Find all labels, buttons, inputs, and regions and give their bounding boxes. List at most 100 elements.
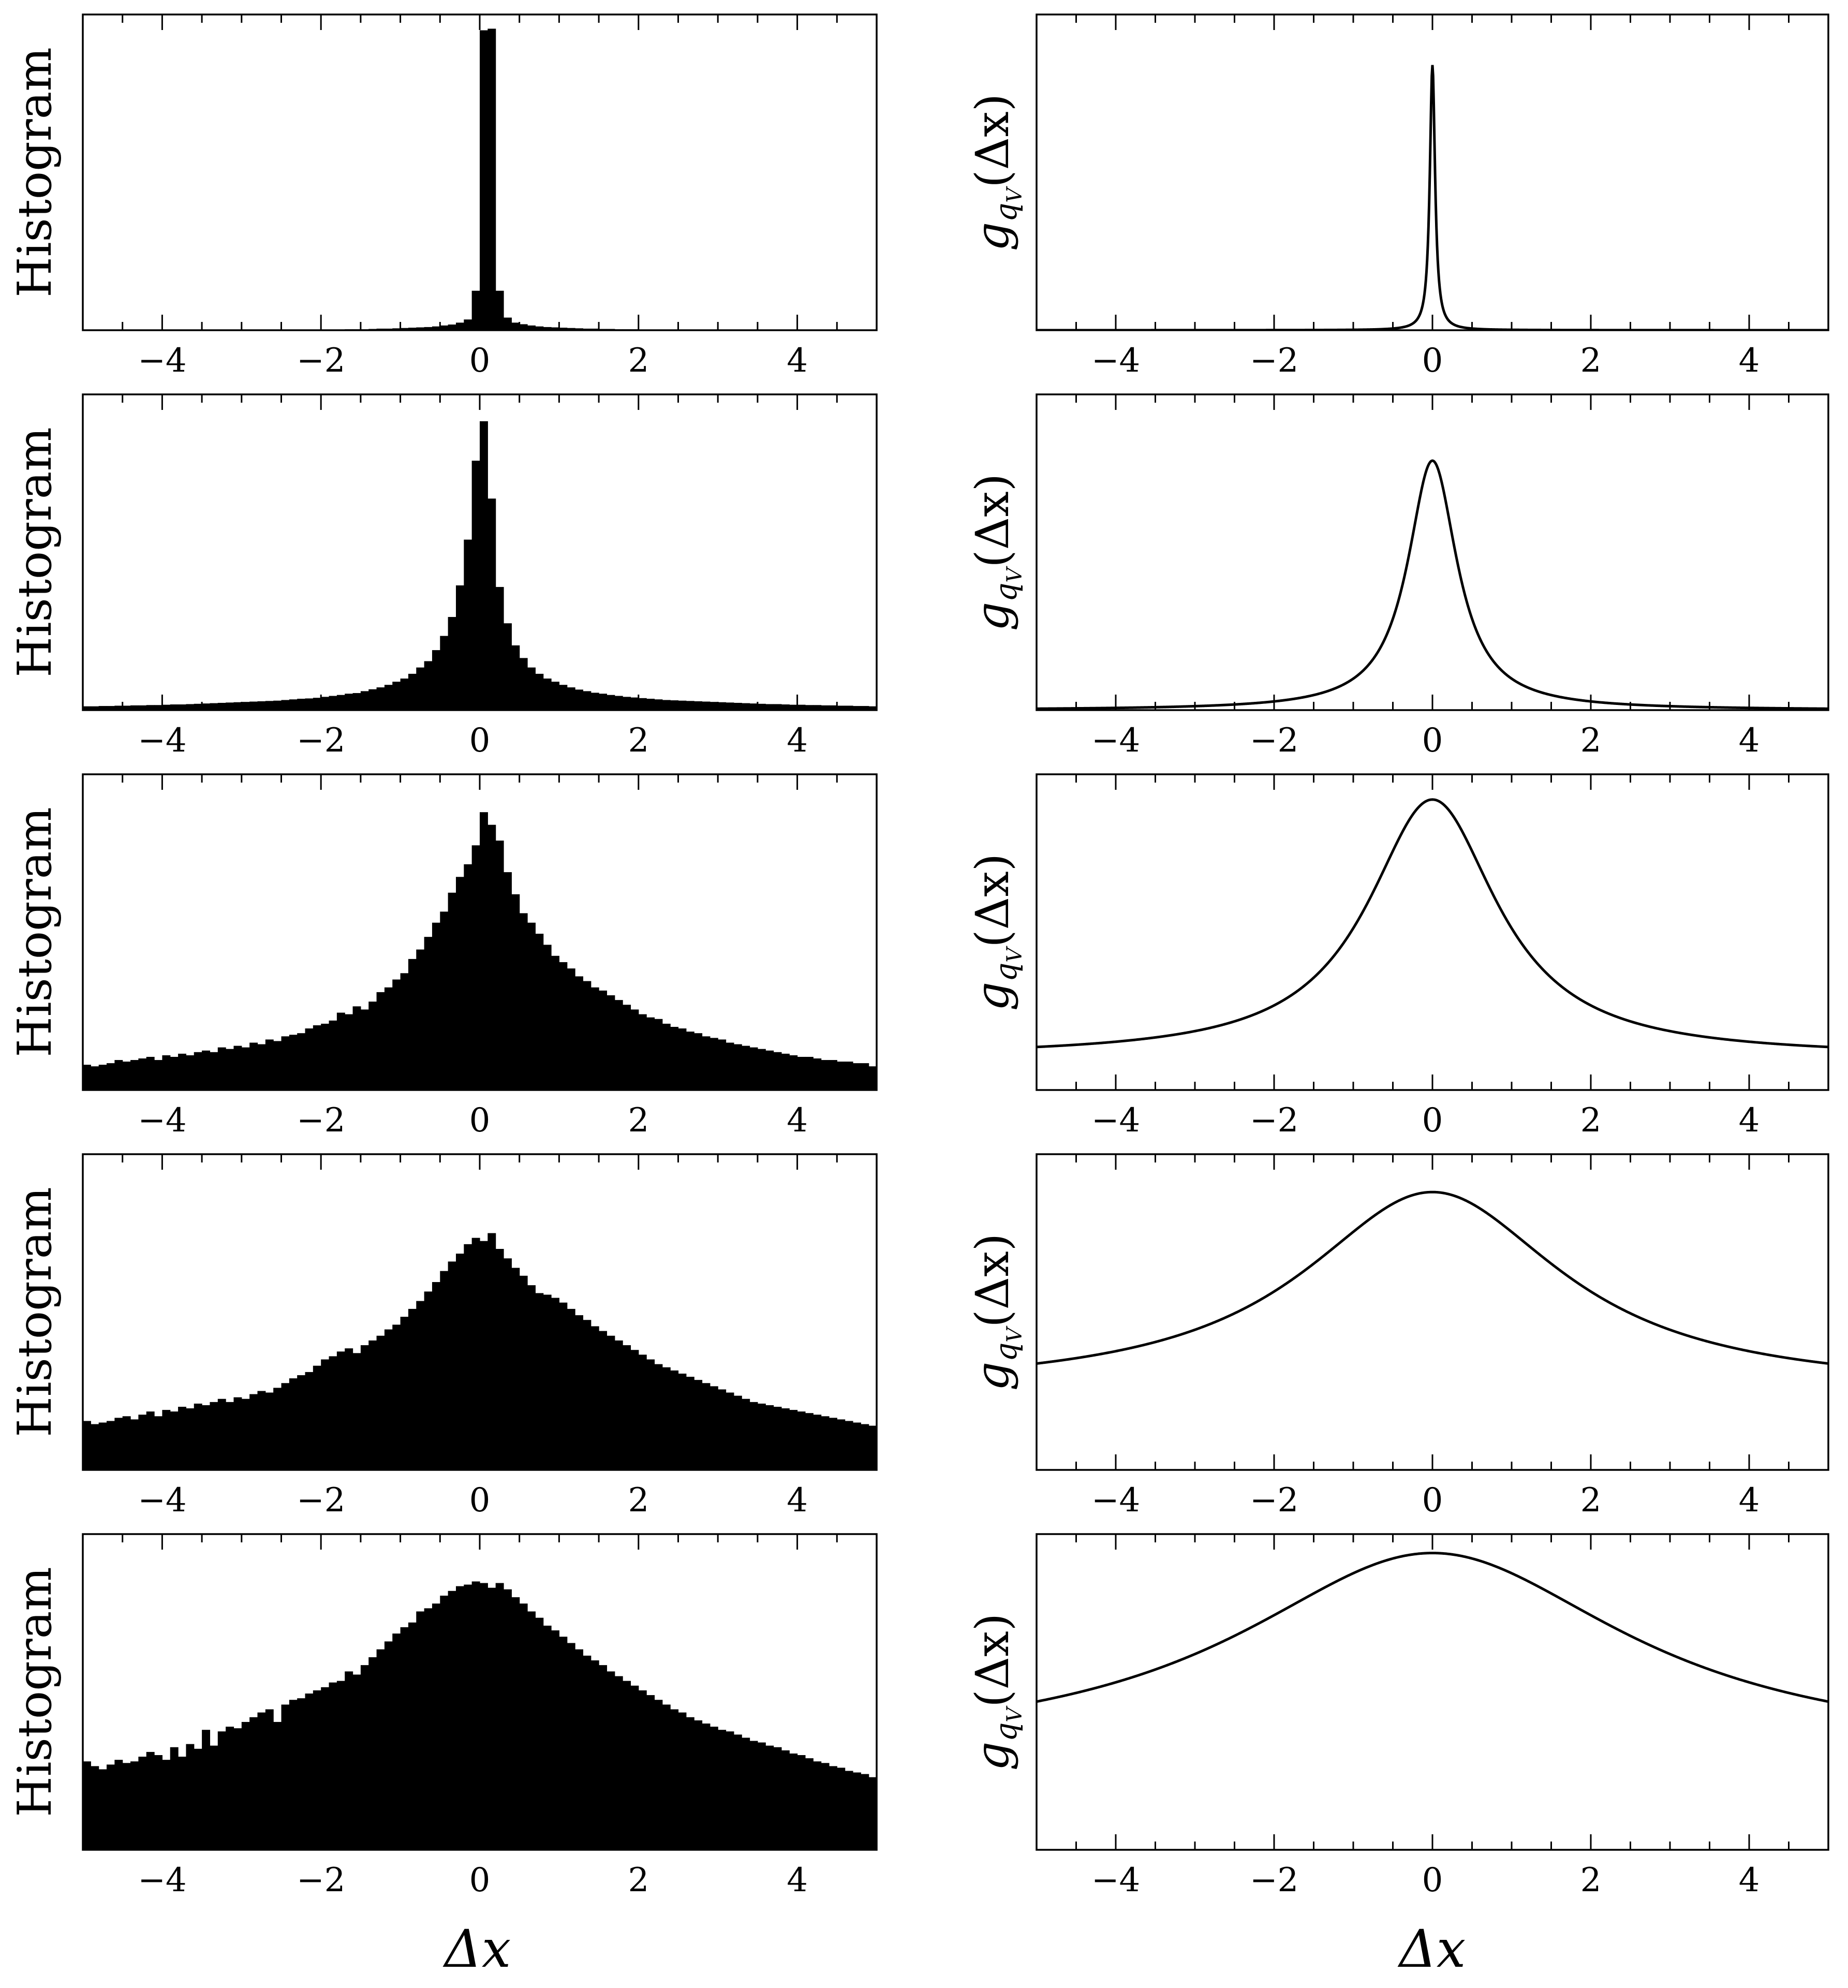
histogram-bar [709,1386,718,1470]
histogram-bar [440,911,449,1090]
histogram-bar [678,700,687,710]
histogram-bar [694,1720,703,1850]
histogram-bar [281,1036,290,1090]
histogram-bar [726,702,734,710]
histogram-bar [336,1012,345,1090]
ylabel-subsub-v: V [1003,1326,1027,1343]
ylabel-g: g [966,602,1019,631]
histogram-bar [519,913,528,1090]
histogram-bar [861,1424,869,1470]
histogram-bar [392,1633,401,1850]
histogram-bar [599,694,608,710]
histogram-bar [98,1065,107,1090]
histogram-bar [416,667,425,710]
histogram-bar [249,1042,258,1090]
histogram-bar [107,706,115,710]
histogram-bar [107,1421,115,1470]
histogram-bar [733,1044,742,1090]
histogram-bar [614,1000,623,1090]
histogram-bar [194,1748,202,1850]
histogram-bar [718,1389,727,1470]
histogram-bar [789,1055,798,1090]
y-axis-label-gqv: gqV(Δx) [966,1613,1027,1771]
histogram-bar [424,1608,433,1850]
histogram-bar [781,1053,790,1090]
histogram-bar [590,693,599,710]
histogram-bar [480,421,488,710]
histogram-bar [797,1056,806,1090]
histogram-bar [241,1721,250,1850]
histogram-bar [852,1772,861,1850]
histogram-bar [217,702,226,710]
histogram-bar [487,498,496,710]
x-tick-label: −4 [1091,1481,1140,1520]
histogram-bar [360,1345,369,1470]
histogram-bar [440,325,449,330]
histogram-bar [313,1690,321,1850]
x-tick-label: −2 [1250,1861,1298,1899]
axes-frame [1036,773,1829,1091]
histogram-bar [233,702,242,710]
histogram-bar [130,1761,139,1850]
histogram-bar [345,1671,353,1850]
histogram-bar [154,705,162,710]
histogram-bar [829,1060,837,1090]
histogram-bar [559,685,568,710]
histogram-bar [170,1411,179,1470]
x-tick-label: 4 [787,1861,808,1899]
histogram-bar [257,1044,266,1090]
histogram-bar [281,1704,290,1850]
histogram-bar [535,326,544,330]
histogram-bar [583,981,592,1090]
y-axis-label-histogram: Histogram [8,1567,62,1817]
histogram-bar [448,1261,456,1470]
histogram-bar [702,1383,711,1470]
histogram-bar [535,1293,544,1470]
histogram-bar [281,1383,290,1470]
histogram-bar [455,322,464,330]
distribution-curve [1037,798,1828,1049]
histogram-bar [551,327,559,330]
histogram-bar [432,922,440,1090]
histogram-bar [416,1611,425,1850]
histogram-bar [686,1032,694,1090]
x-tick-label: 0 [1422,1481,1443,1520]
histogram-bar [495,1249,504,1470]
histogram-bar [83,1761,91,1850]
histogram-bar [217,1047,226,1090]
histogram-bar [352,1006,361,1090]
histogram-bar [273,1388,282,1470]
histogram-bar [709,1727,718,1850]
histogram-bar [360,691,369,710]
histogram-bar [257,1391,266,1470]
histogram-bar [297,699,306,710]
histogram-bar [392,682,401,710]
histogram-bar [646,699,655,710]
distribution-curve [1037,459,1828,710]
histogram-bar [813,1415,822,1470]
histogram-bar [241,1398,250,1470]
axes-frame [1036,1533,1829,1851]
histogram-bar [757,1403,766,1470]
histogram-bar [599,1665,608,1850]
histogram-bar [495,1583,504,1850]
x-tick-label: −4 [1091,342,1140,380]
histogram-bar [114,1418,123,1470]
histogram-bar [662,1023,671,1090]
histogram-bar [504,1258,512,1470]
histogram-bar [122,1062,131,1090]
histogram-bar [336,1351,345,1470]
histogram-bar [495,587,504,710]
histogram-bar [868,1425,877,1470]
histogram-bar [805,1413,814,1470]
histogram-bar [781,1750,790,1850]
histogram-bar [424,1291,433,1470]
histogram-bar [226,1402,234,1470]
x-tick-label: 4 [1739,721,1760,760]
histogram-bar [297,1033,306,1090]
histogram-bar [352,1353,361,1470]
histogram-bar [551,682,559,710]
histogram-bar [289,699,298,710]
histogram-bar [559,1302,568,1470]
